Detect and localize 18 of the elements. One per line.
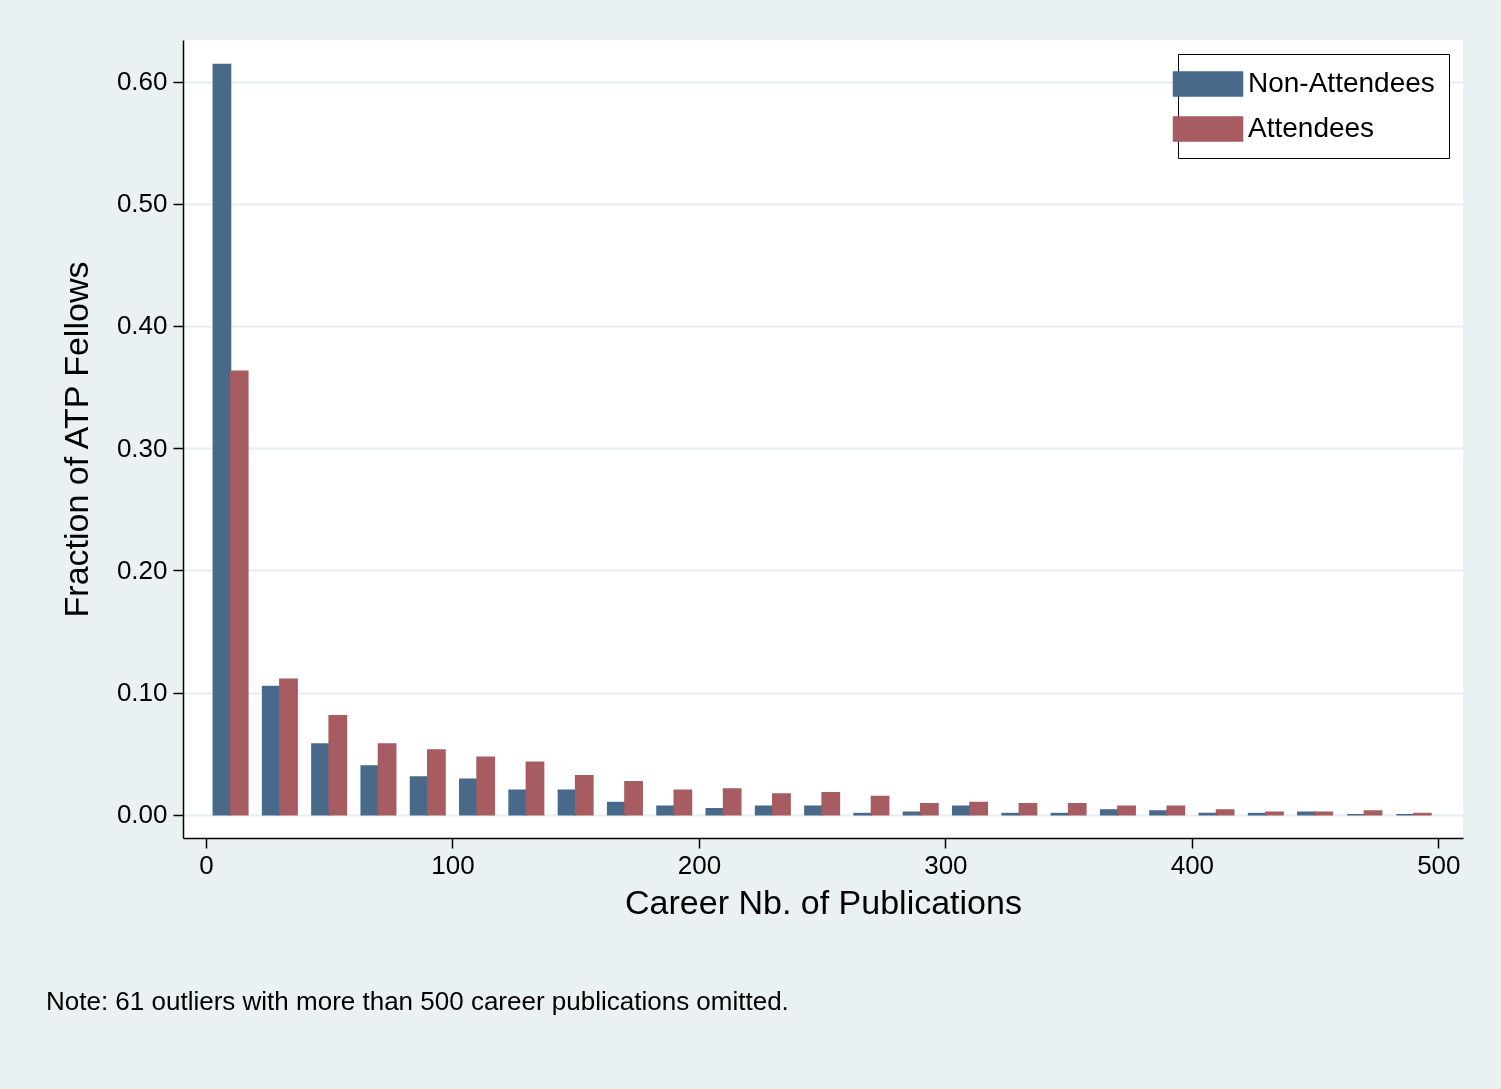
- x-tick-label: 100: [431, 849, 475, 880]
- y-tick-label: 0.10: [116, 677, 168, 708]
- x-tick-label: 200: [677, 849, 722, 880]
- x-tick-label: 500: [1417, 849, 1461, 880]
- x-tick-label: 400: [1170, 849, 1215, 880]
- y-axis-title: Fraction of ATP Fellows: [56, 261, 95, 618]
- text: Note: 61 outliers with more than 500 career publications omitted.: [46, 986, 789, 1017]
- y-tick-label: 0.60: [116, 66, 168, 97]
- x-tick-label: 0: [199, 849, 214, 880]
- y-tick-label: 0.50: [116, 188, 168, 219]
- y-tick-label: 0.20: [116, 554, 168, 585]
- y-tick-label: 0.00: [116, 799, 168, 830]
- y-tick-label: 0.30: [116, 432, 168, 463]
- legend-label: Attendees: [1248, 112, 1375, 143]
- x-tick-label: 300: [924, 849, 968, 880]
- legend-label: Non-Attendees: [1248, 67, 1435, 98]
- x-axis-title: Career Nb. of Publications: [625, 882, 1022, 921]
- y-tick-label: 0.40: [116, 310, 168, 341]
